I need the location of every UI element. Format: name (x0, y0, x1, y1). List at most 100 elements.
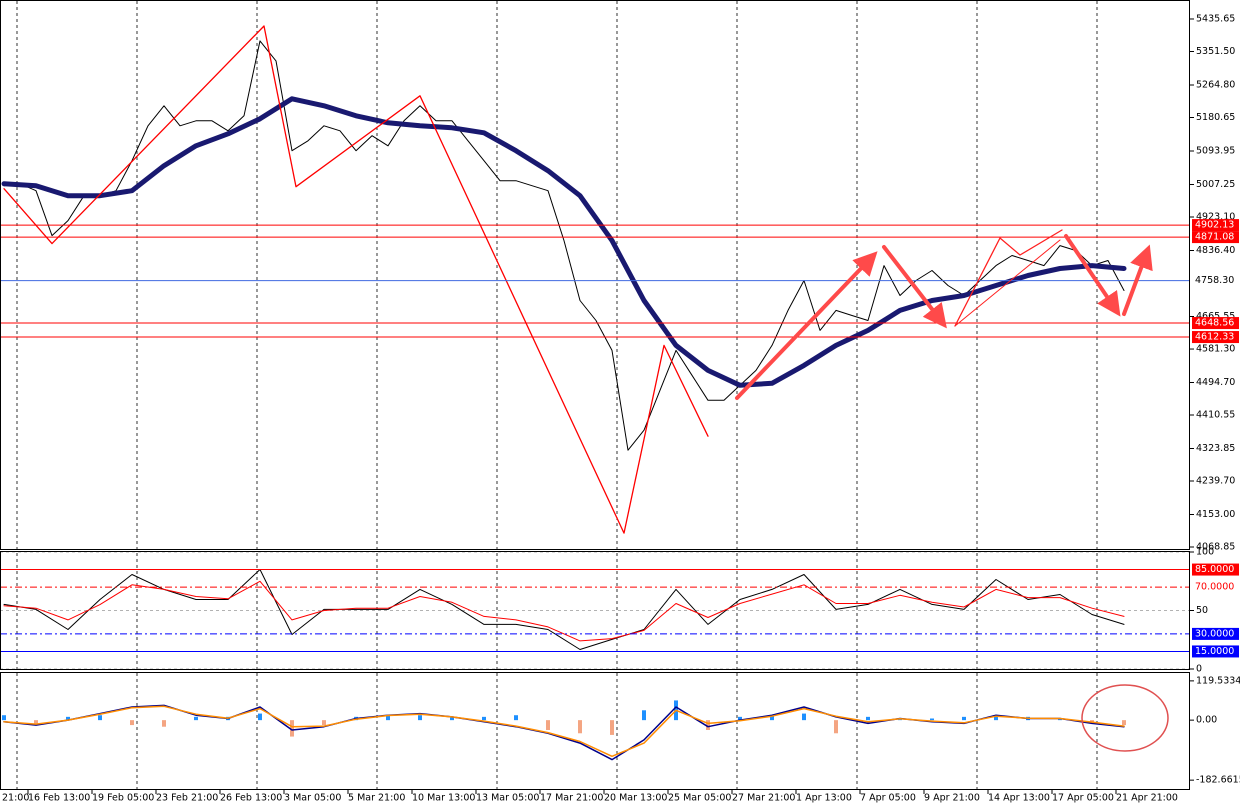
histogram-bar (386, 715, 390, 721)
histogram-bar (610, 720, 614, 735)
histogram-bar (66, 716, 70, 721)
x-tick-label: 5 Mar 21:00 (348, 793, 405, 804)
level-label: 85.0000 (1195, 564, 1234, 575)
histogram-bar (2, 715, 6, 721)
level-label-box (1192, 331, 1239, 344)
y-tick-label: 5180.65 (1196, 112, 1235, 123)
x-tick-label: 10 Mar 13:00 (412, 793, 475, 804)
plot (0, 25, 1190, 761)
x-tick-label: 13 Mar 05:00 (476, 793, 539, 804)
x-tick-label: 3 Mar 05:00 (284, 793, 341, 804)
y-tick-label: 4494.70 (1196, 377, 1235, 388)
level-label: 30.0000 (1195, 628, 1234, 639)
level-label-box (1192, 627, 1239, 640)
x-tick-label: 17 Apr 05:00 (1052, 793, 1114, 804)
histogram-bar (290, 720, 294, 737)
histogram-bar (34, 720, 38, 724)
highlight-circle (1081, 684, 1169, 752)
series-line (3, 25, 709, 534)
histogram-bar (706, 720, 710, 730)
x-tick-label: 16 Feb 13:00 (28, 793, 90, 804)
macd-panel-border (0, 672, 1190, 790)
x-tick-label: 27 Mar 21:00 (732, 793, 795, 804)
level-label-box (1192, 563, 1239, 576)
y-tick-label: 4323.85 (1196, 443, 1235, 454)
y-tick-label: 4836.40 (1196, 245, 1235, 256)
histogram-bar (258, 713, 262, 721)
y-tick-label: 0.00 (1196, 715, 1217, 726)
level-label-box (1192, 274, 1239, 287)
y-tick-label: -182.6615 (1196, 775, 1240, 786)
x-tick-label: 20 Mar 13:00 (604, 793, 667, 804)
histogram-bar (866, 716, 870, 721)
y-tick-label: 4665.55 (1196, 311, 1235, 322)
level-label-box (1192, 231, 1239, 244)
histogram-bar (482, 716, 486, 721)
y-tick-label: 5435.65 (1196, 13, 1235, 24)
arrow (1064, 234, 1121, 317)
series-line (3, 580, 1125, 642)
x-tick-label: 7 Apr 05:00 (860, 793, 916, 804)
level-label: 4758.30 (1195, 275, 1234, 286)
series-line (3, 569, 1125, 650)
histogram-bar (130, 720, 134, 726)
x-tick-label: 9 Apr 21:00 (924, 793, 980, 804)
series-line (3, 40, 1125, 451)
panel-borders (0, 0, 1190, 790)
y-tick-label: 119.5334 (1196, 675, 1240, 686)
y-tick-label: 0 (1196, 664, 1202, 675)
histogram-bar (642, 710, 646, 721)
level-label: 70.0000 (1195, 582, 1234, 593)
x-tick-label: 1 Apr 13:00 (796, 793, 852, 804)
trend-line (954, 229, 1063, 327)
x-tick-label: 21 Apr 21:00 (1116, 793, 1178, 804)
histogram-bar (994, 715, 998, 721)
histogram-bar (546, 720, 550, 730)
level-label: 4612.33 (1195, 332, 1234, 343)
level-label-box (1192, 645, 1239, 658)
histogram-bar (1122, 720, 1126, 726)
series-line (3, 705, 1125, 758)
x-tick-label: 17 Mar 21:00 (540, 793, 603, 804)
histogram-bar (930, 718, 934, 721)
level-label-box (1192, 219, 1239, 232)
arrow (1122, 244, 1153, 316)
level-label: 4648.56 (1195, 318, 1234, 329)
y-tick-label: 5007.25 (1196, 179, 1235, 190)
arrow (735, 251, 878, 400)
y-tick-label: 4153.00 (1196, 509, 1235, 520)
main-panel-border (0, 0, 1190, 550)
histogram-bar (802, 713, 806, 721)
x-tick-label: 14 Apr 13:00 (988, 793, 1050, 804)
histogram-bar (770, 715, 774, 721)
level-label-box (1192, 581, 1239, 594)
x-tick-label: 21:00 (2, 793, 29, 804)
y-tick-label: 4068.85 (1196, 542, 1235, 553)
histogram-bar (738, 716, 742, 721)
histogram-bar (98, 715, 102, 721)
histogram-bar (1058, 718, 1062, 721)
level-label: 4902.13 (1195, 220, 1234, 231)
y-tick-label: 4239.70 (1196, 476, 1235, 487)
level-label: 15.0000 (1195, 646, 1234, 657)
y-tick-label: 5351.50 (1196, 46, 1235, 57)
annotations (735, 229, 1169, 752)
y-tick-label: 5264.80 (1196, 79, 1235, 90)
y-tick-label: 4410.55 (1196, 410, 1235, 421)
histogram-bar (194, 716, 198, 721)
histogram-bar (962, 716, 966, 721)
series-line (1, 96, 1127, 388)
histogram-bar (450, 716, 454, 721)
x-tick-label: 26 Feb 13:00 (220, 793, 282, 804)
separators (16, 1, 1098, 789)
rsi-panel-border (0, 551, 1190, 670)
axes: 5435.65 5351.50 5264.80 5180.65 5093.95 5007.… (2, 13, 1240, 803)
y-tick-label: 4923.10 (1196, 211, 1235, 222)
arrow (882, 245, 947, 329)
histogram-bar (514, 715, 518, 721)
histogram-bar (162, 720, 166, 727)
x-tick-label: 23 Feb 21:00 (156, 793, 218, 804)
level-label-box (1192, 317, 1239, 330)
